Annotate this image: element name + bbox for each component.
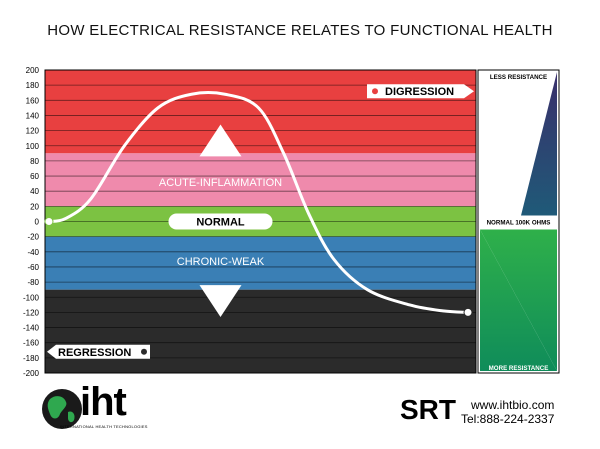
y-tick-label: -60 [27,263,39,272]
acute-inflammation-label: ACUTE-INFLAMMATION [159,177,282,189]
y-tick-label: 140 [26,111,40,120]
less-resistance-wedge [521,72,557,216]
logo-subtitle: INTERNATIONAL HEALTH TECHNOLOGIES [60,424,148,429]
scale-bottom-label: MORE RESISTANCE [489,365,549,372]
down-arrow-icon [199,285,242,317]
chronic-weak-label: CHRONIC-WEAK [177,256,265,268]
up-arrow-icon [199,124,242,157]
y-tick-label: -180 [23,354,40,363]
scale-middle-label: NORMAL 100K OHMS [487,220,551,227]
regression-label: REGRESSION [58,347,131,359]
y-tick-label: -160 [23,339,40,348]
band-regression [45,289,476,373]
curve-end-point [463,307,473,317]
y-tick-label: 20 [30,202,39,211]
brand-srt: SRT [400,394,456,425]
digression-tag [367,84,474,99]
y-tick-label: -120 [23,308,40,317]
more-resistance-wedge-fill [480,229,557,371]
y-tick-label: 100 [26,142,40,151]
y-ticks: 200180160140120100806040200-20-40-60-80-… [23,66,40,378]
y-tick-label: -140 [23,324,40,333]
scale-top-label: LESS RESISTANCE [490,74,547,81]
y-tick-label: 40 [30,187,39,196]
y-tick-label: 180 [26,81,40,90]
normal-pill [168,213,273,230]
health-curve-line [47,91,470,314]
curve-layer [44,91,473,317]
y-tick-label: -20 [27,233,39,242]
regression-tag [47,344,150,359]
logo-wordmark: iht [80,380,127,424]
band-chronic-weak [45,236,476,290]
y-tick-label: -100 [23,293,40,302]
y-tick-label: 80 [30,157,39,166]
chart-title: HOW ELECTRICAL RESISTANCE RELATES TO FUN… [47,22,553,39]
digression-label: DIGRESSION [385,86,454,98]
y-tick-label: 160 [26,96,40,105]
website-link[interactable]: www.ihtbio.com [471,398,555,412]
globe-logo-icon [42,389,82,429]
y-tick-label: 200 [26,66,40,75]
band-acute-inflammation [45,153,476,207]
regression-dot [141,348,147,355]
y-tick-label: -40 [27,248,39,257]
y-tick-label: 60 [30,172,39,181]
phone-number: Tel:888-224-2337 [461,412,555,426]
curve-start-point [44,217,54,226]
band-labels: ACUTE-INFLAMMATION CHRONIC-WEAK NORMAL DIGR… [47,84,474,359]
normal-label: NORMAL [196,217,245,229]
digression-dot [372,88,378,95]
y-tick-label: 0 [35,218,40,227]
y-tick-label: -80 [27,278,39,287]
y-tick-label: -200 [23,369,40,378]
resistance-scale: LESS RESISTANCE NORMAL 100K OHMS MORE RESI… [477,69,560,374]
y-tick-label: 120 [26,127,40,136]
